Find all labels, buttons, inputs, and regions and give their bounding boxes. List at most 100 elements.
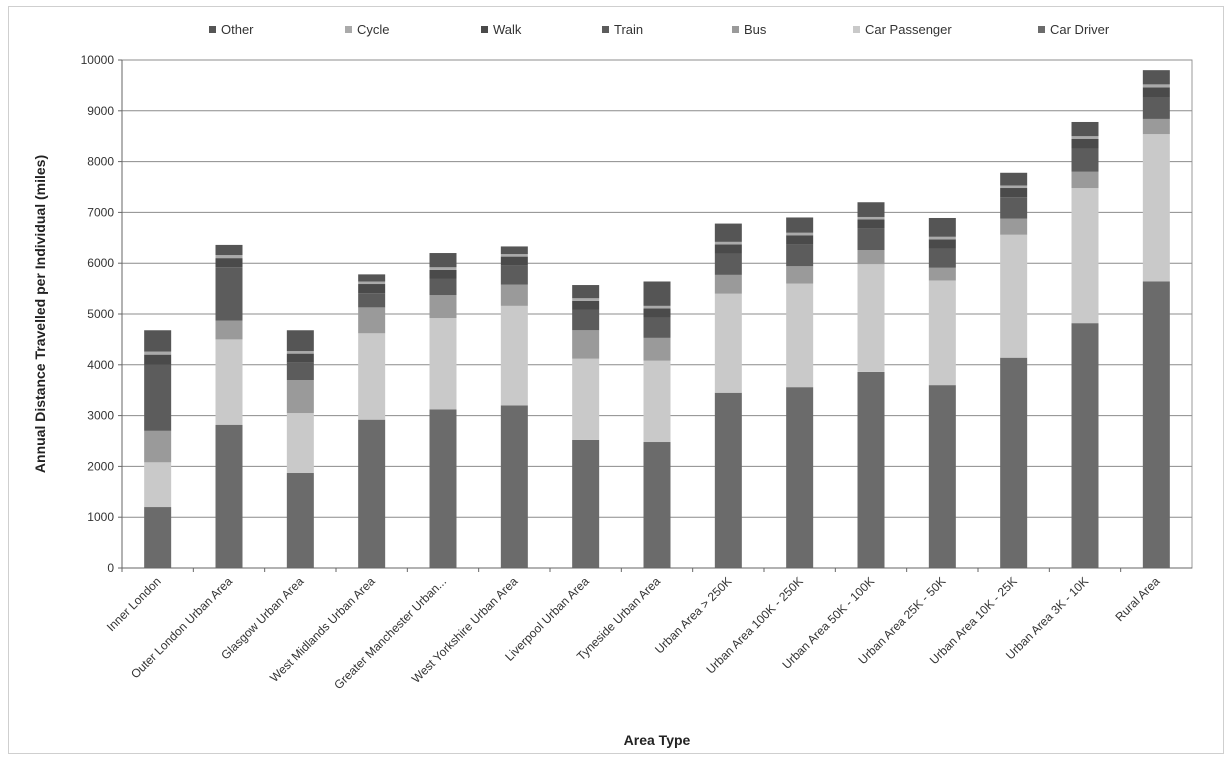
bar-segment <box>643 317 671 338</box>
bar-segment <box>429 409 457 568</box>
bar-stack <box>714 223 742 568</box>
bar-segment <box>429 318 457 410</box>
bar-segment <box>928 239 956 249</box>
bar-segment <box>286 413 314 474</box>
chart-frame <box>8 6 1224 754</box>
bar-segment <box>572 298 600 301</box>
bar-segment <box>928 267 956 281</box>
bar-stack <box>1071 121 1099 568</box>
y-tick-label: 5000 <box>87 307 114 321</box>
bar-segment <box>358 333 386 420</box>
bar-segment <box>1142 84 1170 88</box>
legend-swatch <box>853 25 860 33</box>
bar-segment <box>286 353 314 363</box>
y-tick-label: 4000 <box>87 358 114 372</box>
bar-segment <box>144 354 172 365</box>
bar-segment <box>643 308 671 318</box>
legend-label: Car Passenger <box>865 21 952 37</box>
bar-segment <box>429 269 457 279</box>
legend-label: Other <box>221 21 254 37</box>
y-tick-label: 0 <box>107 561 114 575</box>
bar-segment <box>500 305 528 406</box>
bar-segment <box>857 264 885 372</box>
bar-segment <box>429 295 457 319</box>
legend-label: Walk <box>493 21 522 37</box>
bar-stack <box>643 281 671 568</box>
bar-segment <box>572 330 600 359</box>
legend-label: Bus <box>744 21 767 37</box>
bar-segment <box>286 330 314 352</box>
legend: Other Cycle Walk Train Bus Car Passenger Car D… <box>195 17 1155 41</box>
bar-segment <box>1142 281 1170 568</box>
bar-segment <box>1071 188 1099 324</box>
x-tick-label: Inner London <box>104 574 164 634</box>
bar-segment <box>714 223 742 242</box>
bar-segment <box>643 442 671 568</box>
bar-segment <box>714 274 742 294</box>
bar-segment <box>928 236 956 240</box>
legend-item: Car Passenger <box>853 17 952 41</box>
bar-segment <box>572 309 600 331</box>
bar-segment <box>1000 185 1028 189</box>
bar-segment <box>1142 70 1170 85</box>
bar-segment <box>1071 121 1099 137</box>
y-tick-label: 8000 <box>87 155 114 169</box>
bar-segment <box>643 360 671 443</box>
bar-segment <box>286 473 314 568</box>
legend-label: Cycle <box>357 21 390 37</box>
y-tick-label: 9000 <box>87 104 114 118</box>
bar-segment <box>928 280 956 386</box>
legend-item: Other <box>209 17 254 41</box>
bar-segment <box>1071 138 1099 149</box>
bar-segment <box>500 246 528 255</box>
legend-item: Cycle <box>345 17 390 41</box>
bar-segment <box>643 305 671 309</box>
bar-segment <box>429 253 457 268</box>
bar-segment <box>500 265 528 285</box>
bar-segment <box>286 351 314 354</box>
bar-segment <box>857 249 885 265</box>
bar-segment <box>215 267 243 321</box>
bar-stack <box>786 217 814 568</box>
bar-stack <box>215 244 243 568</box>
y-tick-label: 6000 <box>87 256 114 270</box>
bar-segment <box>1071 171 1099 189</box>
legend-swatch <box>481 25 488 33</box>
bar-segment <box>358 307 386 334</box>
bar-stack <box>1142 70 1170 568</box>
y-axis-ticks: 0 1000 2000 3000 4000 5000 6000 7000 8000 9000 100… <box>81 53 122 575</box>
bar-segment <box>1071 136 1099 139</box>
legend-item: Bus <box>732 17 766 41</box>
legend-swatch <box>1038 25 1045 33</box>
legend-swatch <box>602 25 609 33</box>
bar-segment <box>857 216 885 220</box>
bar-segment <box>786 235 814 245</box>
bar-segment <box>144 507 172 568</box>
bar-segment <box>215 339 243 425</box>
legend-label: Car Driver <box>1050 21 1110 37</box>
bar-segment <box>786 387 814 568</box>
bar-segment <box>786 232 814 236</box>
bar-segment <box>572 300 600 310</box>
legend-item: Car Driver <box>1038 17 1109 41</box>
bar-segment <box>144 364 172 431</box>
bar-segment <box>144 330 172 352</box>
bar-segment <box>1000 172 1028 186</box>
x-tick-label: Urban Area > 250K <box>652 574 734 656</box>
bar-segment <box>786 217 814 233</box>
bar-segment <box>358 419 386 568</box>
bar-segment <box>358 281 386 285</box>
bar-stack <box>500 246 528 568</box>
bar-segment <box>1142 87 1170 98</box>
legend-swatch <box>345 25 352 33</box>
bar-segment <box>928 217 956 237</box>
bar-segment <box>857 219 885 229</box>
legend-swatch <box>732 25 739 33</box>
bar-segment <box>857 202 885 217</box>
bar-segment <box>643 337 671 361</box>
y-axis-title: Annual Distance Travelled per Individual… <box>32 155 48 473</box>
bar-segment <box>286 362 314 381</box>
bar-stack <box>1000 172 1028 568</box>
bar-segment <box>572 358 600 440</box>
bar-segment <box>1142 97 1170 119</box>
